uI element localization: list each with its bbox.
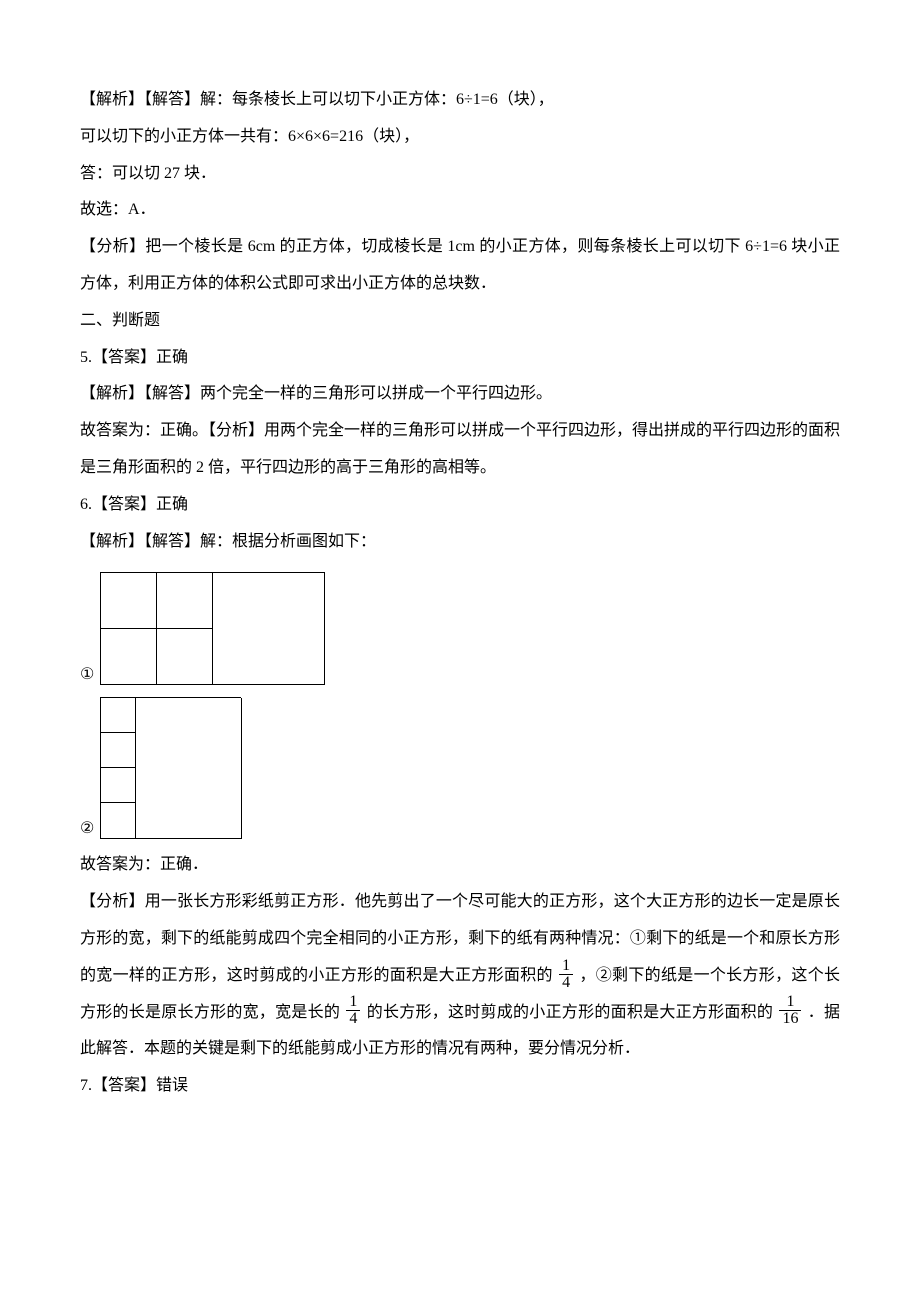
paragraph: 【解析】【解答】解：每条棱长上可以切下小正方体：6÷1=6（块）， — [80, 82, 840, 119]
fraction-numerator: 1 — [559, 958, 573, 975]
diagram-2-right-col — [136, 698, 242, 839]
paragraph: 答：可以切 27 块． — [80, 156, 840, 193]
grid-cell — [101, 698, 135, 733]
grid-cell — [157, 629, 213, 685]
diagram-2-label: ② — [80, 821, 94, 839]
grid-cell — [213, 573, 325, 685]
fraction-denominator: 4 — [559, 975, 573, 991]
fraction: 1 4 — [346, 994, 360, 1027]
paragraph: 可以切下的小正方体一共有：6×6×6=216（块）， — [80, 119, 840, 156]
grid-cell — [101, 768, 135, 803]
paragraph: 故选：A． — [80, 192, 840, 229]
grid-cell — [101, 803, 135, 838]
analysis-paragraph: 【分析】用一张长方形彩纸剪正方形．他先剪出了一个尽可能大的正方形，这个大正方形的… — [80, 884, 840, 1068]
diagram-2-row: ② — [80, 697, 840, 839]
fraction-numerator: 1 — [779, 994, 801, 1011]
paragraph: 故答案为：正确。【分析】用两个完全一样的三角形可以拼成一个平行四边形，得出拼成的… — [80, 413, 840, 487]
fraction: 1 4 — [559, 958, 573, 991]
text-run: 的长方形，这时剪成的小正方形的面积是大正方形面积的 — [367, 1004, 778, 1021]
answer-line: 7.【答案】错误 — [80, 1068, 840, 1105]
diagram-2-grid — [100, 697, 241, 839]
fraction: 1 16 — [779, 994, 801, 1027]
diagram-2-left-col — [101, 698, 136, 839]
paragraph: 故答案为：正确． — [80, 847, 840, 884]
grid-cell — [101, 629, 157, 685]
answer-line: 5.【答案】正确 — [80, 340, 840, 377]
grid-cell — [101, 573, 157, 629]
paragraph: 【分析】把一个棱长是 6cm 的正方体，切成棱长是 1cm 的小正方体，则每条棱… — [80, 229, 840, 303]
grid-cell — [101, 733, 135, 768]
diagram-1-label: ① — [80, 667, 94, 685]
paragraph: 【解析】【解答】两个完全一样的三角形可以拼成一个平行四边形。 — [80, 376, 840, 413]
grid-cell — [157, 573, 213, 629]
diagram-1-grid — [100, 572, 325, 685]
fraction-denominator: 16 — [779, 1011, 801, 1027]
diagram-1-row: ① — [80, 572, 840, 685]
paragraph: 【解析】【解答】解：根据分析画图如下： — [80, 524, 840, 561]
fraction-numerator: 1 — [346, 994, 360, 1011]
fraction-denominator: 4 — [346, 1011, 360, 1027]
section-heading: 二、判断题 — [80, 303, 840, 340]
answer-line: 6.【答案】正确 — [80, 487, 840, 524]
